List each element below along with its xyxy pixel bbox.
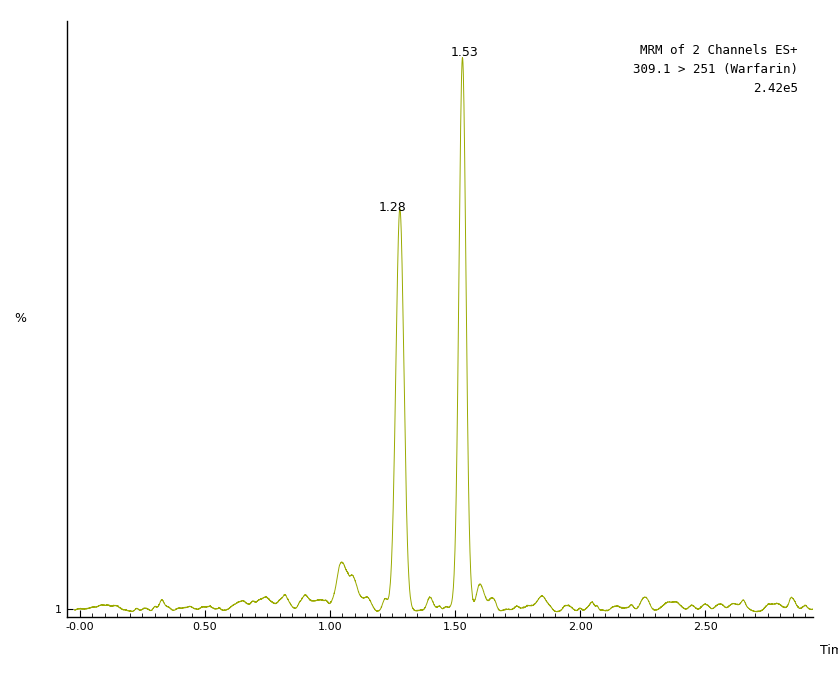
Text: Time: Time [820,644,838,657]
Text: 1.53: 1.53 [451,47,478,60]
Text: %: % [14,313,26,325]
Text: MRM of 2 Channels ES+
309.1 > 251 (Warfarin)
2.42e5: MRM of 2 Channels ES+ 309.1 > 251 (Warfa… [633,45,798,95]
Text: 1.28: 1.28 [379,201,406,214]
